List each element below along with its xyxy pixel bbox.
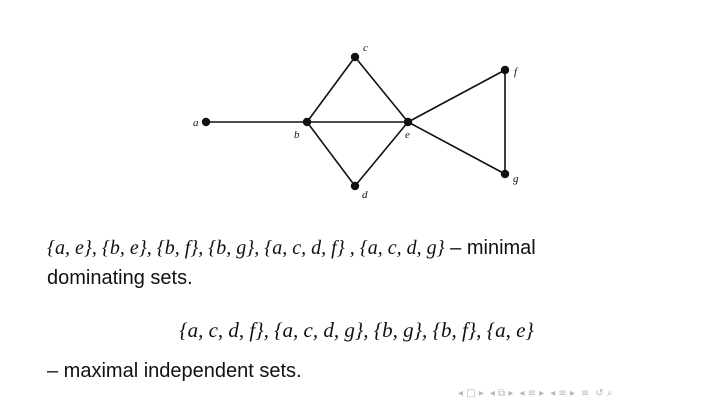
vertex-g: [500, 169, 510, 179]
nav-frame-icon[interactable]: ◂ □ ▸: [458, 387, 484, 399]
graph-edges: [206, 56, 506, 187]
vertex-c: [350, 52, 360, 62]
vertex-e: [403, 117, 413, 127]
vertex-label-d: d: [362, 189, 368, 201]
edge-c-e: [354, 56, 409, 123]
dominating-sets-line: {a, e}, {b, e}, {b, f}, {b, g}, {a, c, d…: [47, 236, 697, 260]
dominating-sets-suffix: – minimal: [444, 237, 536, 259]
edge-d-e: [354, 121, 409, 187]
nav-section-icon[interactable]: ◂ ≡ ▸: [519, 387, 545, 399]
graph-nodes: a b c d e f g: [193, 42, 519, 201]
edge-e-f: [407, 69, 506, 123]
vertex-label-g: g: [513, 173, 519, 185]
nav-subsection-icon[interactable]: ◂ ⧉ ▸: [489, 387, 514, 399]
nav-slide-icon[interactable]: ◂ ≡ ▸: [550, 387, 575, 399]
independent-sets-caption: – maximal independent sets.: [47, 360, 302, 382]
vertex-label-f: f: [514, 66, 519, 78]
vertex-label-c: c: [363, 42, 368, 54]
dominating-sets-math: {a, e}, {b, e}, {b, f}, {b, g}, {a, c, d…: [47, 237, 445, 259]
edge-b-c: [306, 56, 356, 123]
vertex-f: [500, 65, 510, 75]
edge-b-d: [306, 121, 356, 187]
vertex-label-a: a: [193, 117, 199, 129]
independent-sets-math: {a, c, d, f}, {a, c, d, g}, {b, g}, {b, …: [179, 318, 534, 342]
vertex-b: [302, 117, 312, 127]
vertex-d: [350, 181, 360, 191]
vertex-a: [201, 117, 211, 127]
edge-e-g: [407, 121, 506, 175]
vertex-label-b: b: [294, 129, 300, 141]
beamer-navigation: ◂ □ ▸ ◂ ⧉ ▸ ◂ ≡ ▸ ◂ ≡ ▸ ≡ ↺ ⌕: [458, 386, 710, 400]
nav-toc-icon[interactable]: ≡: [580, 387, 590, 399]
vertex-label-e: e: [405, 129, 410, 141]
nav-search-icon[interactable]: ↺ ⌕: [595, 387, 613, 399]
graph-figure: a b c d e f g: [193, 42, 519, 201]
dominating-sets-caption: dominating sets.: [47, 267, 193, 289]
